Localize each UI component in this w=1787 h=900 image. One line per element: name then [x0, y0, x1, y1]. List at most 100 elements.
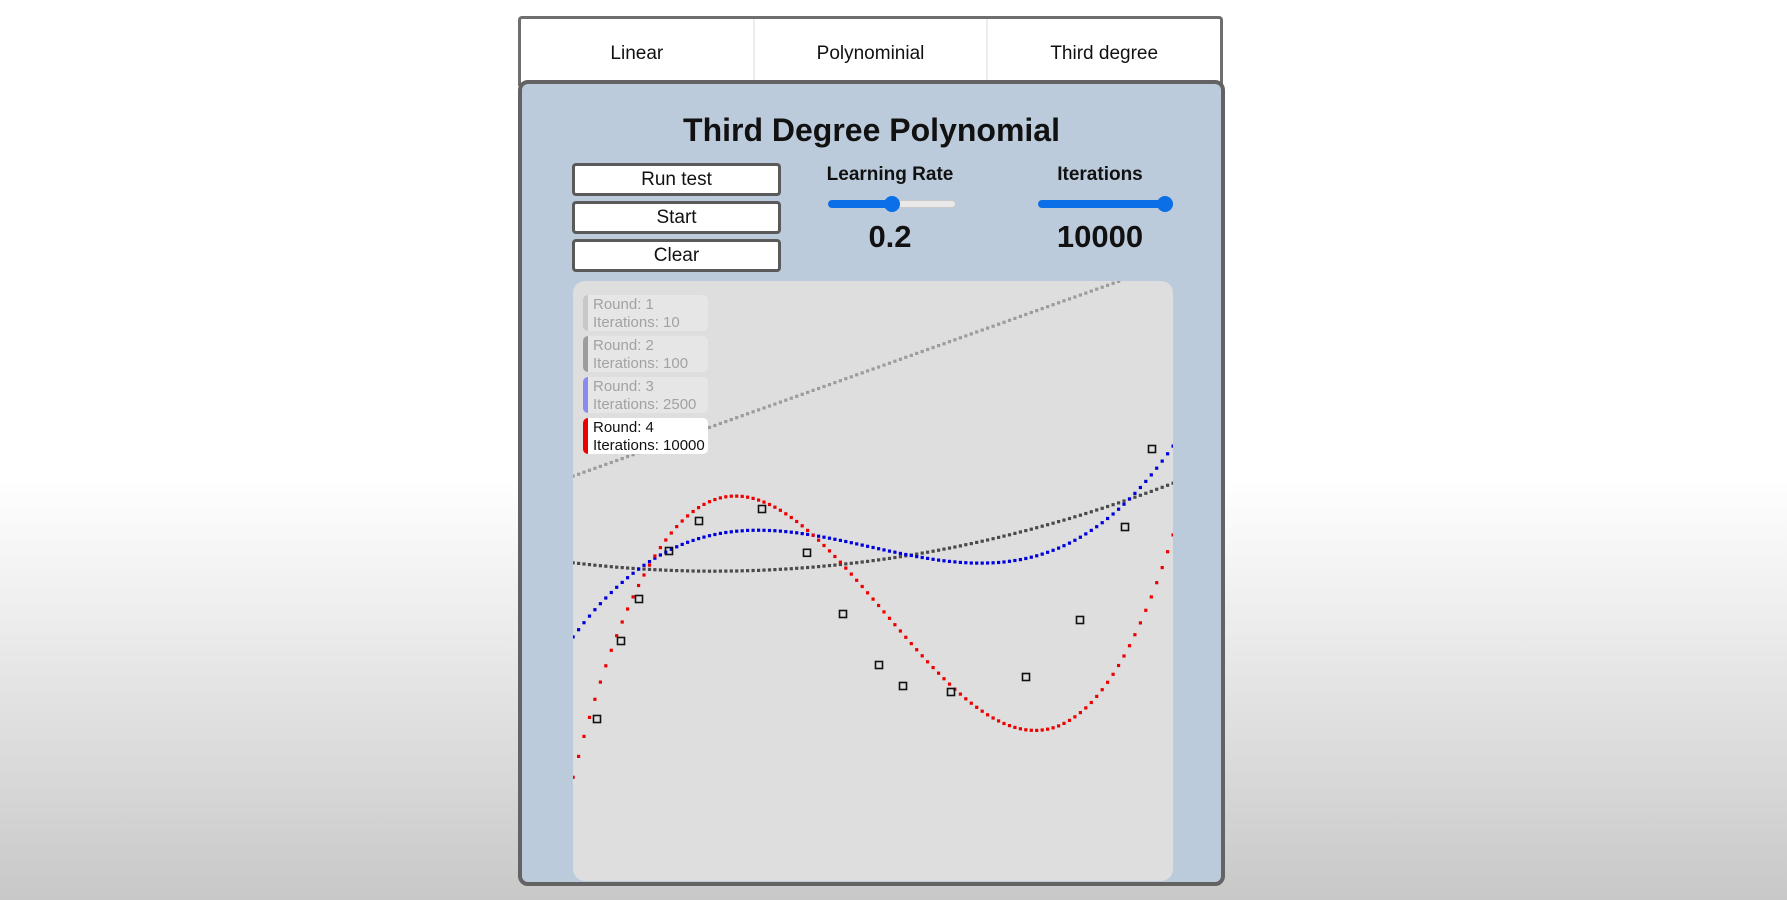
- tab-third-degree[interactable]: Third degree: [986, 19, 1220, 86]
- fit-line-dot: [669, 531, 673, 535]
- fit-line-dot: [1127, 644, 1132, 648]
- data-point: [664, 546, 674, 556]
- fit-line-dot: [604, 664, 608, 668]
- fit-line-dot: [964, 697, 968, 701]
- fit-line-dot: [680, 542, 684, 546]
- iterations-slider-fill: [1038, 200, 1165, 208]
- fit-line-dot: [778, 567, 782, 571]
- fit-line-dot: [587, 614, 592, 618]
- fit-line-dot: [931, 346, 935, 350]
- fit-line-dot: [604, 564, 608, 568]
- fit-line-dot: [604, 462, 608, 466]
- fit-line-dot: [800, 532, 804, 536]
- fit-line-dot: [631, 595, 635, 599]
- fit-line-dot: [980, 539, 984, 543]
- clear-button[interactable]: Clear: [572, 239, 781, 272]
- fit-line-dot: [707, 500, 712, 504]
- legend-item-round-1[interactable]: Round: 1 Iterations: 10: [583, 295, 708, 331]
- fit-line-dot: [1106, 504, 1110, 509]
- legend-item-round-4[interactable]: Round: 4 Iterations: 10000: [583, 418, 708, 454]
- fit-line-dot: [882, 610, 886, 614]
- fit-line-dot: [915, 351, 919, 355]
- fit-line-dot: [767, 568, 772, 572]
- regression-plot[interactable]: Round: 1 Iterations: 10 Round: 2 Iterati…: [573, 281, 1173, 881]
- legend-iterations-label: Iterations: 10000: [593, 437, 705, 454]
- fit-line-dot: [898, 555, 902, 559]
- learning-rate-slider[interactable]: [827, 196, 956, 212]
- fit-line-dot: [751, 410, 755, 414]
- data-point: [1120, 522, 1130, 532]
- fit-line-dot: [1073, 515, 1077, 519]
- fit-line-dot: [991, 561, 995, 565]
- fit-line-dot: [784, 512, 788, 516]
- iterations-slider-knob[interactable]: [1157, 196, 1173, 212]
- fit-line-dot: [718, 496, 722, 500]
- legend-item-round-2[interactable]: Round: 2 Iterations: 100: [583, 336, 708, 372]
- run-test-button[interactable]: Run test: [572, 163, 781, 196]
- fit-line-dot: [784, 398, 788, 402]
- fit-line-dot: [647, 563, 652, 567]
- tab-polynominial[interactable]: Polynominial: [752, 19, 987, 86]
- fit-line-dot: [1078, 535, 1082, 539]
- fit-line-dot: [1144, 608, 1148, 612]
- fit-line-dot: [757, 408, 761, 412]
- fit-line-dot: [620, 580, 624, 584]
- fit-line-dot: [724, 495, 728, 499]
- fit-line-dot: [1095, 287, 1099, 291]
- fit-line-dot: [626, 455, 630, 459]
- fit-line-dot: [697, 569, 701, 573]
- fit-line-dot: [718, 421, 722, 426]
- fit-line-dot: [1100, 521, 1104, 525]
- fit-line-dot: [680, 569, 684, 573]
- fit-line-dot: [707, 569, 712, 573]
- fit-line-dot: [806, 532, 810, 536]
- fit-line-dot: [729, 418, 733, 422]
- fit-line-dot: [833, 563, 837, 567]
- fit-line-dot: [915, 552, 919, 556]
- tab-linear[interactable]: Linear: [610, 42, 664, 64]
- fit-line-dot: [1018, 530, 1022, 534]
- fit-line-dot: [735, 569, 739, 573]
- fit-line-dot: [1138, 485, 1142, 490]
- fit-line-dot: [1117, 663, 1121, 668]
- fit-line-dot: [893, 623, 897, 627]
- fit-line-dot: [789, 396, 793, 400]
- legend-item-round-3[interactable]: Round: 3 Iterations: 2500: [583, 377, 708, 413]
- fit-line-dot: [626, 607, 630, 611]
- fit-line-dot: [713, 569, 717, 573]
- main-panel: Third Degree Polynomial Run test Start C…: [518, 80, 1225, 886]
- fit-line-dot: [631, 566, 635, 570]
- fit-line-dot: [871, 559, 875, 563]
- legend-iterations-label: Iterations: 10: [593, 314, 680, 331]
- start-button[interactable]: Start: [572, 201, 781, 234]
- fit-line-dot: [609, 648, 613, 652]
- fit-line-dot: [1002, 560, 1006, 564]
- fit-line-dot: [762, 528, 766, 532]
- fit-line-dot: [1062, 544, 1066, 548]
- data-point: [1021, 672, 1031, 682]
- fit-line-dot: [882, 363, 886, 367]
- fit-line-dot: [1051, 548, 1055, 552]
- fit-line-dot: [893, 550, 897, 554]
- fit-line-dot: [866, 591, 870, 595]
- fit-line-dot: [669, 568, 673, 572]
- fit-line-dot: [773, 529, 777, 533]
- fit-line-dot: [980, 561, 984, 565]
- learning-rate-slider-knob[interactable]: [883, 196, 900, 212]
- fit-line-dot: [713, 532, 717, 537]
- fit-line-dot: [817, 534, 821, 538]
- fit-line-dot: [822, 564, 826, 568]
- fit-line-dot: [702, 569, 706, 573]
- fit-line-dot: [844, 566, 848, 570]
- fit-line-dot: [877, 558, 881, 562]
- fit-line-dot: [969, 701, 973, 705]
- fit-line-dot: [702, 502, 706, 506]
- fit-line-dot: [1149, 473, 1153, 477]
- fit-line-dot: [811, 533, 815, 537]
- fit-line-dot: [762, 500, 766, 504]
- fit-line-dot: [1007, 318, 1012, 322]
- fit-line-dot: [991, 716, 995, 720]
- fit-line-dot: [707, 425, 712, 429]
- iterations-slider[interactable]: [1037, 196, 1173, 212]
- fit-line-dot: [577, 472, 581, 476]
